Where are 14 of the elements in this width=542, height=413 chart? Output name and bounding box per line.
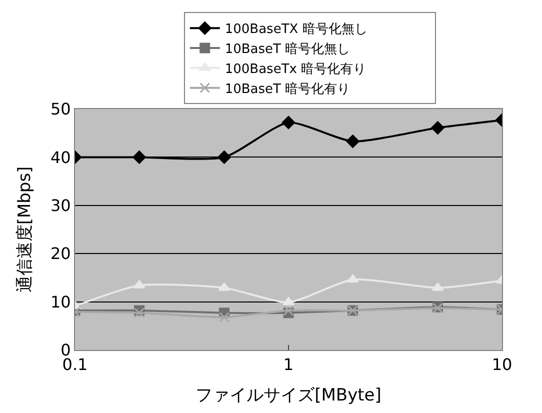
legend-label: 10BaseT 暗号化無し <box>224 42 350 58</box>
y-tick-label: 50 <box>50 100 71 119</box>
y-tick-label: 40 <box>50 148 71 167</box>
x-tick-label: 10 <box>492 355 512 374</box>
x-tick-label: 1 <box>283 355 294 374</box>
y-tick-label: 20 <box>50 244 71 264</box>
legend-label: 10BaseT 暗号化有り <box>224 82 350 97</box>
y-tick-label: 30 <box>50 196 71 215</box>
x-axis-title: ファイルサイズ[MByte] <box>196 386 382 406</box>
legend-label: 100BaseTx 暗号化有り <box>224 62 366 77</box>
y-axis-title: 通信速度[Mbps] <box>14 166 35 293</box>
legend-label: 100BaseTX 暗号化無し <box>224 22 368 38</box>
y-tick-label: 10 <box>50 292 71 312</box>
x-tick-label: 0.1 <box>62 355 88 374</box>
